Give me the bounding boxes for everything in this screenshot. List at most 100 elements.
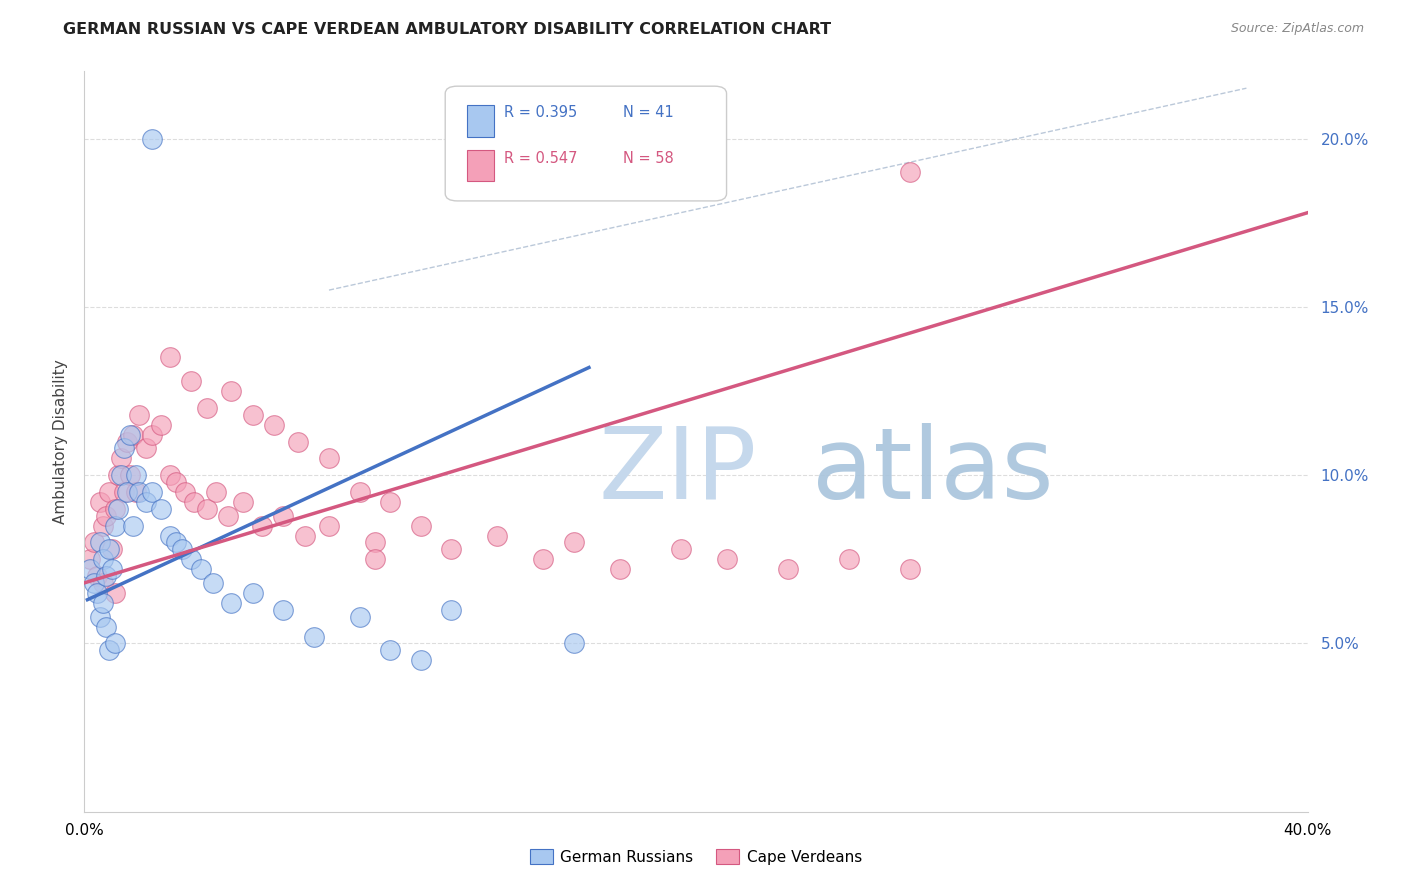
Point: [104, 518, 127, 533]
Point: [135, 495, 157, 509]
Point: [91, 552, 114, 566]
Point: [122, 427, 145, 442]
Point: [232, 495, 254, 509]
Point: [97, 542, 120, 557]
Point: [242, 408, 264, 422]
Point: [79, 552, 101, 566]
Point: [898, 562, 921, 576]
Point: [101, 542, 124, 557]
Point: [89, 535, 111, 549]
Point: [380, 495, 402, 509]
Point: [120, 468, 142, 483]
Legend: German Russians, Cape Verdeans: German Russians, Cape Verdeans: [523, 843, 869, 871]
Text: R = 0.395: R = 0.395: [503, 104, 578, 120]
Point: [159, 529, 181, 543]
Point: [318, 518, 340, 533]
Point: [562, 636, 585, 650]
Point: [115, 485, 138, 500]
Point: [195, 501, 218, 516]
Point: [112, 485, 135, 500]
Point: [83, 535, 105, 549]
Point: [531, 552, 554, 566]
Point: [104, 636, 127, 650]
Point: [120, 427, 142, 442]
Point: [97, 485, 120, 500]
Point: [409, 653, 432, 667]
Point: [302, 630, 325, 644]
Point: [180, 374, 202, 388]
Point: [115, 434, 138, 449]
Point: [128, 485, 150, 500]
Point: [174, 485, 197, 500]
Point: [486, 529, 509, 543]
Point: [349, 609, 371, 624]
Point: [89, 609, 111, 624]
Point: [104, 586, 127, 600]
Point: [364, 552, 387, 566]
Point: [83, 575, 105, 590]
Point: [183, 495, 205, 509]
Point: [219, 384, 242, 398]
Point: [205, 485, 228, 500]
Y-axis label: Ambulatory Disability: Ambulatory Disability: [53, 359, 69, 524]
Point: [190, 562, 212, 576]
Point: [122, 518, 145, 533]
Point: [165, 475, 187, 489]
Point: [86, 569, 108, 583]
Point: [364, 535, 387, 549]
Text: atlas: atlas: [813, 423, 1054, 520]
Bar: [467, 150, 494, 181]
Point: [79, 562, 101, 576]
Point: [349, 485, 371, 500]
Point: [250, 518, 273, 533]
Point: [149, 417, 172, 432]
Point: [91, 596, 114, 610]
Text: ZIP: ZIP: [598, 423, 756, 520]
Point: [217, 508, 239, 523]
Point: [562, 535, 585, 549]
Point: [165, 535, 187, 549]
Text: Source: ZipAtlas.com: Source: ZipAtlas.com: [1230, 22, 1364, 36]
Point: [107, 501, 129, 516]
Point: [91, 575, 114, 590]
Point: [141, 485, 163, 500]
Point: [159, 468, 181, 483]
Point: [294, 529, 316, 543]
Point: [440, 603, 463, 617]
Point: [776, 562, 799, 576]
Text: N = 58: N = 58: [623, 152, 673, 166]
Point: [94, 569, 117, 583]
Point: [716, 552, 738, 566]
Point: [380, 643, 402, 657]
Point: [287, 434, 309, 449]
Point: [141, 131, 163, 145]
FancyBboxPatch shape: [446, 87, 727, 201]
Point: [94, 508, 117, 523]
Point: [440, 542, 463, 557]
Point: [172, 542, 194, 557]
Point: [112, 442, 135, 456]
Point: [125, 468, 148, 483]
Point: [86, 586, 108, 600]
Point: [135, 442, 157, 456]
Point: [149, 501, 172, 516]
Point: [195, 401, 218, 415]
Point: [91, 518, 114, 533]
Point: [271, 603, 294, 617]
Point: [242, 586, 264, 600]
Point: [159, 351, 181, 365]
Point: [669, 542, 692, 557]
Text: GERMAN RUSSIAN VS CAPE VERDEAN AMBULATORY DISABILITY CORRELATION CHART: GERMAN RUSSIAN VS CAPE VERDEAN AMBULATOR…: [63, 22, 831, 37]
Point: [104, 501, 127, 516]
Point: [101, 562, 124, 576]
Point: [110, 451, 132, 466]
Point: [107, 468, 129, 483]
Point: [110, 468, 132, 483]
Point: [263, 417, 285, 432]
Point: [201, 575, 224, 590]
Point: [219, 596, 242, 610]
Point: [318, 451, 340, 466]
Point: [271, 508, 294, 523]
Point: [89, 495, 111, 509]
Text: R = 0.547: R = 0.547: [503, 152, 578, 166]
